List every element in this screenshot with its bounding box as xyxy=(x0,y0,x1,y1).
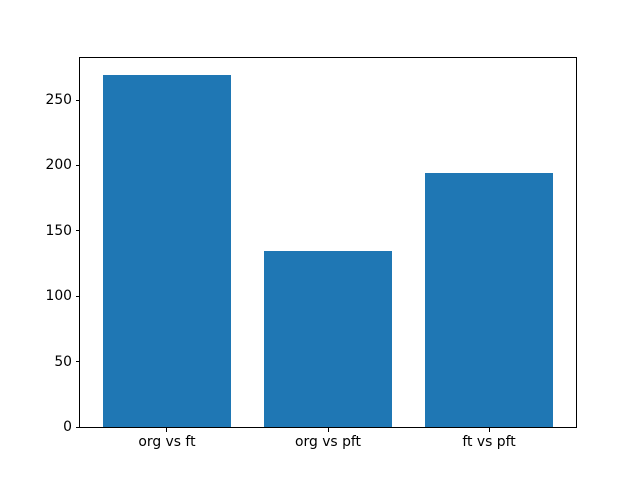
y-tick-label: 0 xyxy=(63,419,72,436)
x-tick-label: org vs pft xyxy=(295,434,361,451)
x-tick-label: ft vs pft xyxy=(462,434,516,451)
y-tick-label: 100 xyxy=(45,288,72,305)
y-tick-mark xyxy=(75,99,80,101)
y-tick-label: 250 xyxy=(45,92,72,109)
y-tick-mark xyxy=(75,295,80,297)
bar-ft-vs-pft xyxy=(424,173,554,428)
bars-layer xyxy=(80,58,576,428)
y-tick-label: 50 xyxy=(54,353,72,370)
y-tick-mark xyxy=(75,361,80,363)
y-tick-label: 200 xyxy=(45,157,72,174)
y-tick-mark xyxy=(75,164,80,166)
x-tick-mark xyxy=(327,428,329,433)
x-tick-mark xyxy=(488,428,490,433)
x-tick-mark xyxy=(166,428,168,433)
x-tick-label: org vs ft xyxy=(138,434,196,451)
bar-org-vs-ft xyxy=(102,75,232,428)
plot-area xyxy=(79,56,577,429)
y-tick-mark xyxy=(75,426,80,428)
y-tick-mark xyxy=(75,230,80,232)
y-tick-label: 150 xyxy=(45,222,72,239)
bar-org-vs-pft xyxy=(263,250,393,428)
